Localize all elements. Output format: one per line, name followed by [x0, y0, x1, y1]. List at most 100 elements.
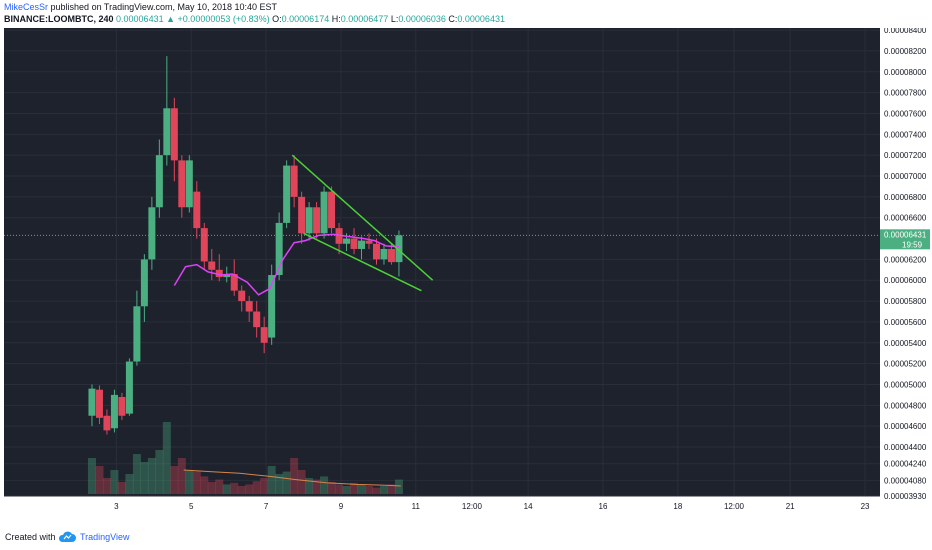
price-tick-label: 0.00008000: [884, 68, 927, 77]
candle-body: [110, 394, 118, 429]
volume-bar: [155, 450, 164, 494]
volume-bar: [335, 484, 344, 494]
volume-bar: [177, 458, 186, 494]
candle-body: [223, 273, 231, 278]
candle-body: [328, 191, 336, 229]
time-tick-label: 7: [264, 502, 269, 511]
change-arrow-icon: ▲: [166, 14, 176, 24]
volume-bar: [275, 474, 284, 494]
candle-body: [260, 327, 268, 343]
price-tick-label: 0.00007600: [884, 109, 927, 118]
volume-bar: [282, 471, 291, 494]
price-tick-label: 0.00005000: [884, 380, 927, 389]
volume-bar: [87, 458, 96, 494]
candle-body: [298, 196, 306, 234]
candle-body: [387, 248, 395, 263]
price-tick-label: 0.00007200: [884, 151, 927, 160]
time-tick-label: 3: [114, 502, 119, 511]
volume-bar: [95, 466, 104, 494]
volume-bar: [192, 471, 201, 494]
volume-bar: [132, 454, 141, 494]
chart-background: [4, 28, 930, 516]
time-tick-label: 12:00: [462, 502, 483, 511]
candle-body: [350, 238, 358, 249]
candle-body: [208, 261, 216, 270]
volume-bar: [140, 462, 149, 494]
price-tick-label: 0.00007400: [884, 130, 927, 139]
volume-bar: [372, 487, 381, 494]
close-label: C:: [448, 14, 458, 24]
candle-body: [88, 388, 96, 416]
volume-bar: [350, 482, 359, 494]
candle-body: [178, 160, 186, 208]
publish-line: MikeCesSr published on TradingView.com, …: [4, 1, 277, 13]
candle-body: [305, 207, 313, 234]
candle-body: [290, 165, 298, 197]
current-price-label: 0.00006431: [884, 230, 927, 239]
volume-bar: [342, 486, 351, 494]
candle-body: [238, 290, 246, 302]
volume-bar: [215, 479, 224, 494]
trendline: [291, 154, 434, 281]
volume-bar: [379, 486, 388, 494]
time-axis-panel: [4, 496, 930, 516]
close-value: 0.00006431: [457, 14, 505, 24]
time-tick-label: 14: [524, 502, 533, 511]
volume-bar: [297, 470, 306, 494]
high-label: H:: [331, 14, 341, 24]
candle-body: [118, 396, 126, 416]
volume-bar: [357, 484, 366, 494]
open-label: O:: [272, 14, 282, 24]
time-tick-label: 23: [861, 502, 870, 511]
countdown-label: 19:59: [902, 240, 923, 249]
volume-bar: [230, 482, 239, 494]
price-tick-label: 0.00006600: [884, 214, 927, 223]
trendline: [303, 232, 422, 292]
tradingview-cloud-icon: [58, 531, 76, 542]
chart-area[interactable]: 0.00008400 0.00008200 0.00008000 0.00007800…: [4, 28, 930, 516]
tradingview-brand[interactable]: TradingView: [80, 532, 130, 542]
candle-body: [140, 259, 148, 307]
volume-bar: [185, 470, 194, 494]
candle-body: [133, 306, 141, 362]
candle-body: [253, 311, 261, 328]
published-text: published on TradingView.com, May 10, 20…: [50, 2, 278, 12]
price-change: +0.00000053 (+0.83%): [177, 14, 270, 24]
price-tick-label: 0.00007000: [884, 172, 927, 181]
candle-body: [365, 240, 373, 244]
price-tick-label: 0.00005200: [884, 360, 927, 369]
price-tick-label: 0.00004080: [884, 476, 927, 485]
candle-body: [380, 248, 388, 260]
symbol-label[interactable]: BINANCE:LOOMBTC, 240: [4, 14, 114, 24]
price-tick-label: 0.00004240: [884, 460, 927, 469]
time-tick-label: 18: [673, 502, 682, 511]
candle-body: [215, 269, 223, 278]
volume-bar: [312, 479, 321, 494]
price-tick-label: 0.00005400: [884, 339, 927, 348]
last-price: 0.00006431: [116, 14, 164, 24]
volume-bar: [162, 422, 171, 494]
price-chart[interactable]: 0.00008400 0.00008200 0.00008000 0.00007800…: [4, 28, 930, 516]
volume-bar: [320, 476, 329, 494]
volume-bar: [147, 458, 156, 494]
candle-body: [343, 238, 351, 244]
candle-body: [193, 191, 201, 229]
candle-body: [372, 243, 380, 260]
low-label: L:: [390, 14, 399, 24]
price-tick-label: 0.00005800: [884, 297, 927, 306]
time-tick-label: 12:00: [724, 502, 745, 511]
volume-bar: [260, 478, 269, 494]
price-tick-label: 0.00007800: [884, 89, 927, 98]
author-link[interactable]: MikeCesSr: [4, 2, 49, 12]
price-tick-label: 0.00003930: [884, 492, 927, 501]
volume-bar: [102, 478, 111, 494]
candle-body: [155, 155, 163, 208]
candle-body: [283, 165, 291, 223]
candle-body: [320, 191, 328, 234]
price-tick-label: 0.00004600: [884, 422, 927, 431]
candle-body: [103, 415, 111, 431]
time-tick-label: 9: [339, 502, 344, 511]
volume-bar: [245, 484, 254, 494]
candle-body: [395, 235, 403, 263]
volume-bar: [365, 486, 373, 494]
